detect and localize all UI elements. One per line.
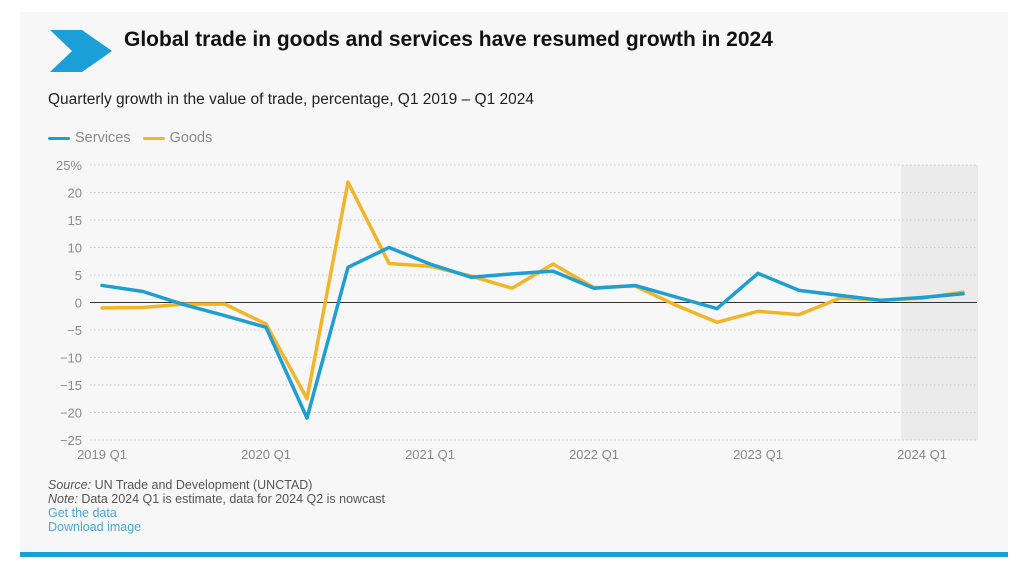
- chart-subtitle: Quarterly growth in the value of trade, …: [48, 91, 534, 108]
- x-tick-label: 2021 Q1: [405, 447, 455, 462]
- legend: Services Goods: [48, 130, 224, 146]
- y-tick-label: 20: [68, 186, 82, 201]
- line-chart: 25% 20 15 10 5 0 −5 −10 −15 −20 −25 2019 Q1 2020 Q1…: [56, 158, 978, 462]
- y-tick-label: 0: [75, 296, 82, 311]
- chevron-right-icon: [50, 30, 112, 72]
- download-image-link[interactable]: Download image: [48, 520, 142, 534]
- series-line-services: [100, 245, 965, 420]
- get-data-link[interactable]: Get the data: [48, 506, 117, 520]
- bottom-accent-bar: [20, 552, 1008, 557]
- y-tick-label: −20: [60, 406, 82, 421]
- note-line: Note: Data 2024 Q1 is estimate, data for…: [48, 492, 386, 506]
- legend-label-goods: Goods: [169, 130, 213, 146]
- x-tick-label: 2023 Q1: [733, 447, 783, 462]
- legend-swatch-services: [48, 136, 70, 140]
- y-tick-label: −5: [67, 323, 82, 338]
- y-tick-label: −10: [60, 351, 82, 366]
- source-text: UN Trade and Development (UNCTAD): [91, 478, 313, 492]
- x-tick-label: 2024 Q1: [897, 447, 947, 462]
- legend-item-goods[interactable]: Goods: [142, 130, 213, 146]
- y-tick-label: 10: [68, 241, 82, 256]
- chart-footer: Source: UN Trade and Development (UNCTAD…: [48, 478, 385, 534]
- y-tick-label: −25: [60, 433, 82, 448]
- x-tick-label: 2020 Q1: [241, 447, 291, 462]
- y-tick-label: 5: [75, 268, 82, 283]
- y-tick-label: 15: [68, 213, 82, 228]
- series-line-goods: [100, 180, 965, 401]
- x-tick-label: 2022 Q1: [569, 447, 619, 462]
- chart-title: Global trade in goods and services have …: [124, 28, 773, 51]
- y-tick-label: −15: [60, 378, 82, 393]
- source-line: Source: UN Trade and Development (UNCTAD…: [48, 478, 313, 492]
- chart-card: [20, 12, 1008, 557]
- legend-swatch-goods: [142, 136, 165, 140]
- legend-label-services: Services: [75, 130, 131, 146]
- x-tick-label: 2019 Q1: [77, 447, 127, 462]
- y-tick-label: 25%: [56, 158, 82, 173]
- note-text: Data 2024 Q1 is estimate, data for 2024 …: [77, 492, 386, 506]
- legend-item-services[interactable]: Services: [48, 130, 131, 146]
